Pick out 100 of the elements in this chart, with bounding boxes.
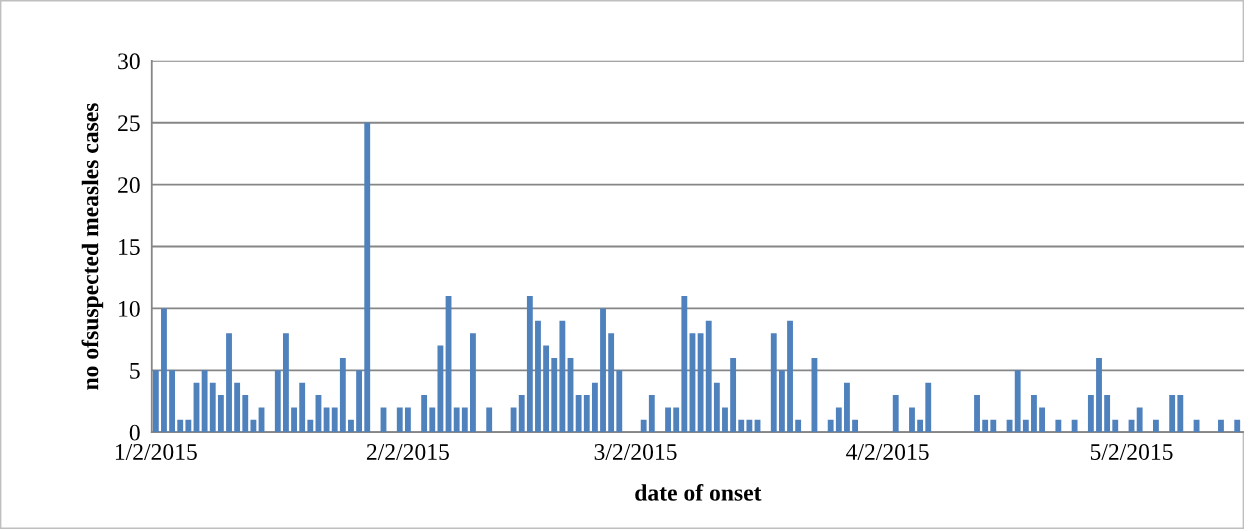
bar [844, 382, 850, 433]
bar [535, 320, 541, 433]
bar [331, 407, 338, 433]
y-tick-label: 0 [129, 424, 140, 441]
y-tick-label: 15 [119, 239, 140, 255]
bar [152, 370, 159, 433]
bar [161, 308, 167, 433]
x-tick-label: 2/2/2015 [366, 443, 449, 460]
bar [1136, 407, 1143, 433]
bar [697, 333, 704, 433]
bar [177, 419, 184, 433]
bar [722, 407, 728, 433]
bar [827, 419, 834, 433]
bar [713, 382, 720, 433]
bar [608, 333, 615, 433]
bar [461, 407, 468, 433]
bar [242, 395, 249, 433]
bar [169, 370, 176, 433]
bar [470, 333, 476, 433]
bar [982, 419, 989, 433]
bar [1096, 357, 1102, 433]
bar [209, 382, 216, 433]
bar [892, 395, 899, 433]
bar [811, 357, 818, 433]
bar [421, 395, 428, 433]
bar [1177, 395, 1184, 433]
bar [234, 382, 241, 433]
bar [274, 370, 281, 433]
bar [348, 419, 354, 433]
bar [486, 407, 493, 433]
bar [250, 419, 257, 433]
bar [738, 419, 745, 433]
bar [746, 419, 753, 433]
y-tick-label: 30 [118, 53, 140, 70]
x-tick-label: 3/2/2015 [594, 443, 677, 460]
bar [1022, 419, 1029, 433]
bar [323, 407, 330, 433]
y-tick-label: 5 [130, 363, 140, 379]
x-axis-title: date of onset [635, 483, 762, 501]
bar [356, 370, 363, 433]
bar [673, 407, 680, 433]
bar [616, 370, 623, 433]
y-tick-label: 20 [118, 177, 140, 194]
bar [201, 370, 208, 433]
bar [974, 395, 980, 433]
bar [510, 407, 517, 433]
bar [526, 296, 533, 433]
bar [778, 370, 785, 433]
bar [835, 407, 842, 433]
bar [518, 395, 525, 433]
bar [990, 419, 997, 433]
bar [217, 395, 224, 433]
x-tick-label: 5/2/2015 [1090, 443, 1173, 460]
bar [185, 419, 192, 433]
bar [795, 419, 802, 433]
bar [1039, 407, 1046, 433]
bar [583, 395, 590, 433]
bar [591, 382, 598, 433]
bar [453, 407, 460, 433]
bar [1014, 370, 1021, 433]
bar [1218, 419, 1224, 433]
bar [925, 382, 932, 433]
bar [1055, 419, 1062, 433]
x-tick-label: 4/2/2015 [846, 443, 929, 460]
y-tick-label: 10 [119, 300, 140, 317]
bar [291, 407, 297, 433]
bar [1071, 419, 1078, 433]
bar [559, 320, 566, 433]
bar [1104, 395, 1111, 433]
bar [1031, 395, 1037, 433]
bar [770, 333, 777, 433]
bar [1152, 419, 1159, 433]
bar [730, 357, 737, 433]
bar [404, 407, 411, 433]
bar [1087, 395, 1094, 433]
bar [429, 407, 436, 433]
bar [551, 357, 558, 433]
bar [648, 395, 655, 433]
bar [437, 345, 444, 433]
bar [917, 419, 924, 433]
bar [364, 122, 371, 433]
bar [665, 407, 671, 433]
bar [852, 419, 859, 433]
y-axis-title: no ofsuspected measles cases [81, 103, 104, 390]
bar [1112, 419, 1119, 433]
bar [600, 308, 606, 433]
bar [705, 320, 712, 433]
bar [681, 296, 688, 433]
bar [909, 407, 915, 433]
bar [307, 419, 314, 433]
bar [283, 333, 289, 433]
x-tick-label: 1/2/2015 [115, 443, 197, 460]
bar [640, 419, 647, 433]
bar [1234, 419, 1241, 433]
bar [226, 333, 232, 433]
bar [543, 345, 550, 433]
bar [787, 320, 793, 433]
bar [575, 395, 582, 433]
y-tick-label: 25 [118, 115, 140, 132]
bar [299, 382, 306, 433]
